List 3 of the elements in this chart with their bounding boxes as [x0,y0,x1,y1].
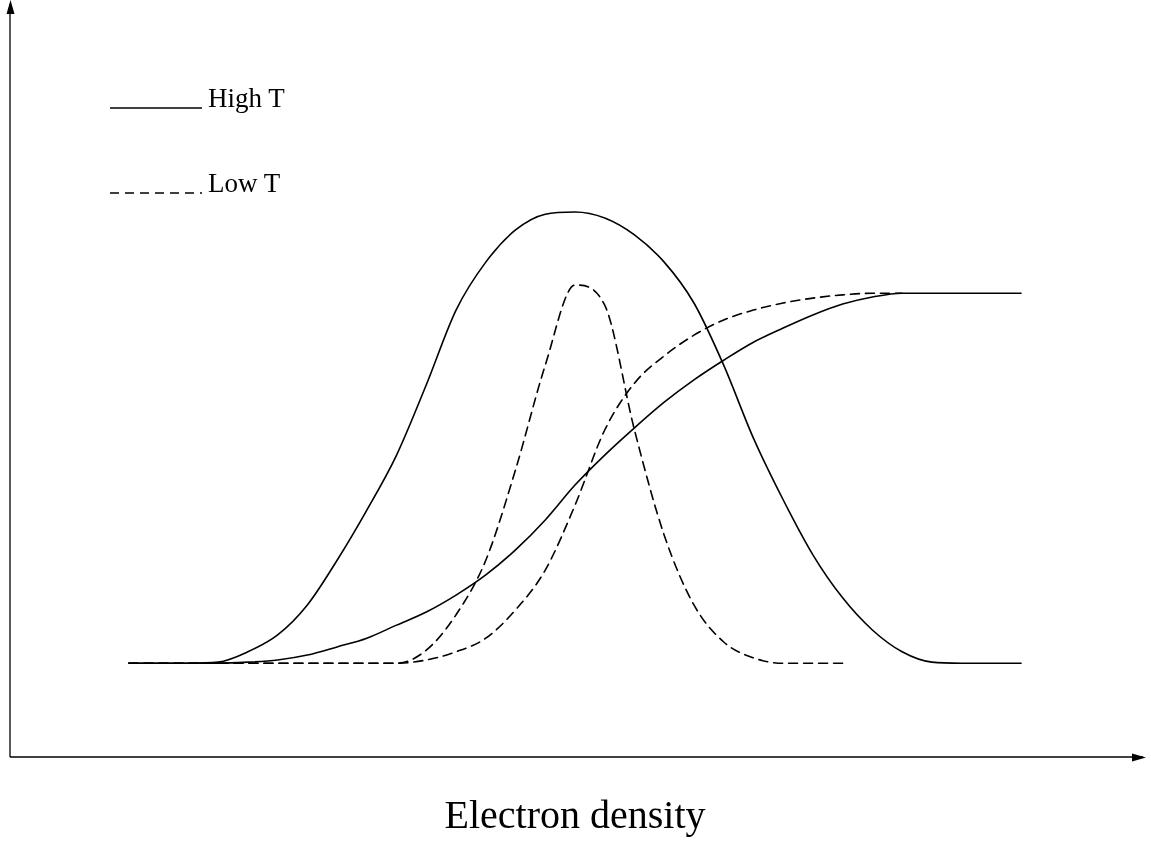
legend-label: High T [208,83,286,114]
x-axis-title: Electron density [444,792,706,837]
legend-label: Low T [208,168,281,199]
